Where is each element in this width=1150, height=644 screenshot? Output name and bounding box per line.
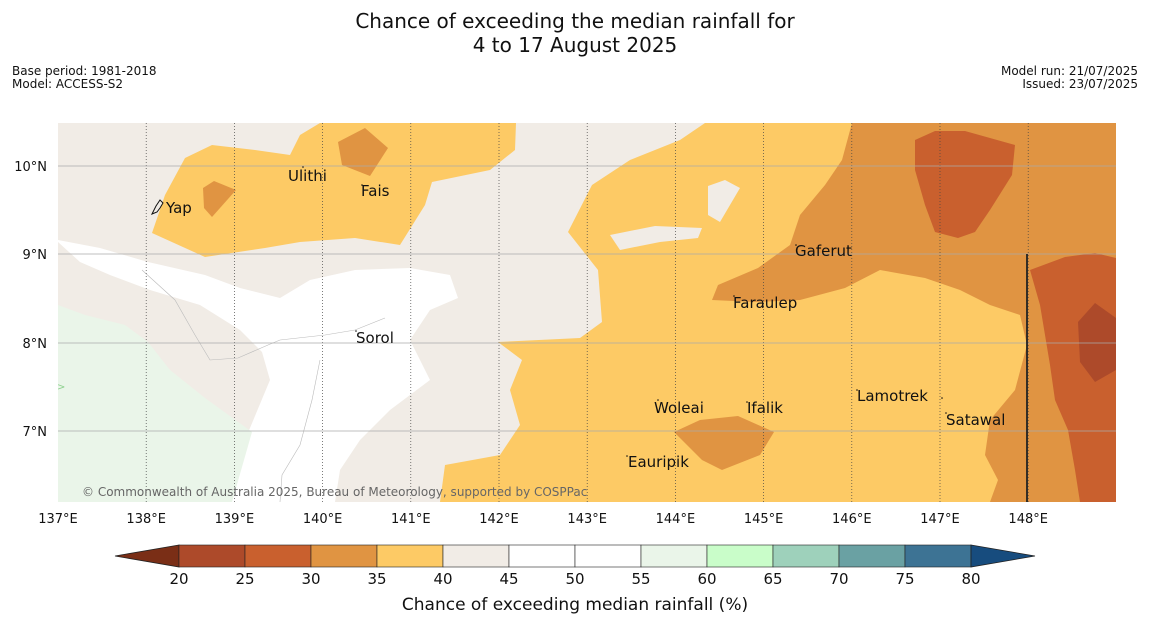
longitude-labels: 137°E 138°E 139°E 140°E 141°E 142°E 143°E 144°E… [38,512,1048,527]
colorbar-tick-label: 55 [631,570,650,588]
place-label-faraulep: Faraulep [733,294,797,312]
colorbar-extend-low [114,544,180,568]
colorbar-tick-label: 45 [499,570,518,588]
place-label-fais: Fais [361,182,390,200]
longitude-label: 139°E [215,512,255,527]
colorbar-tick-label: 60 [697,570,716,588]
map-title-line1: Chance of exceeding the median rainfall … [355,9,795,33]
colorbar-tick-label: 50 [565,570,584,588]
contour-40-45-patch-a [610,226,702,250]
colorbar-box [838,544,906,568]
colorbar-tick-label: 20 [169,570,188,588]
colorbar-tick-label: 30 [301,570,320,588]
latitude-label: 10°N [14,160,47,175]
colorbar-box [310,544,378,568]
contour-30-35-patch-a [338,128,388,176]
longitude-label: 140°E [303,512,343,527]
latitude-label: 8°N [23,337,48,352]
base-period-text: Base period: 1981-2018 [12,64,157,78]
colorbar-tick-label: 35 [367,570,386,588]
colorbar-box [178,544,246,568]
longitude-label: 137°E [38,512,78,527]
colorbar-box [904,544,972,568]
model-run-text: Model run: 21/07/2025 [1000,64,1138,78]
place-label-ulithi: Ulithi [288,167,327,185]
place-label-gaferut: Gaferut [795,242,852,260]
place-label-eauripik: Eauripik [628,453,689,471]
map-title-line2: 4 to 17 August 2025 [472,33,678,57]
longitude-label: 142°E [479,512,519,527]
longitude-label: 148°E [1008,512,1048,527]
colorbar-box [574,544,642,568]
colorbar-title: Chance of exceeding median rainfall (%) [402,595,748,615]
contour-25-30-north [915,131,1015,238]
map-gridlines [58,123,1116,502]
longitude-label: 138°E [126,512,166,527]
colorbar-tick-label: 80 [961,570,980,588]
longitude-label: 146°E [832,512,872,527]
model-text: Model: ACCESS-S2 [12,77,124,91]
longitude-label: 143°E [567,512,607,527]
latitude-label: 9°N [23,248,48,263]
place-label-woleai: Woleai [654,399,704,417]
colorbar: 20 25 30 35 40 45 50 55 60 65 70 75 80 [114,544,1036,588]
colorbar-tick-label: 65 [763,570,782,588]
place-labels: Yap Ulithi Fais Gaferut Faraulep Sorol L… [165,167,1005,471]
colorbar-box [706,544,774,568]
contour-30-35-patch-b [203,181,236,217]
colorbar-box [376,544,444,568]
place-label-satawal: Satawal [946,411,1005,429]
colorbar-tick-label: 25 [235,570,254,588]
contour-line-1 [141,269,386,361]
colorbar-tick-label: 70 [829,570,848,588]
colorbar-box [244,544,312,568]
map-plot-area: © Commonwealth of Australia 2025, Bureau… [57,123,1116,502]
green-arrow-marker: > [57,382,65,393]
place-label-lamotrek: Lamotrek [857,387,928,405]
colorbar-tick-label: 40 [433,570,452,588]
issued-text: Issued: 23/07/2025 [1022,77,1138,91]
meta-right: Model run: 21/07/2025 Issued: 23/07/2025 [1001,65,1138,91]
island-markers [302,166,947,457]
contour-55-60 [58,305,252,502]
colorbar-box [442,544,510,568]
contour-20-25-east [1078,303,1116,382]
yap-island-outline [150,199,164,215]
colorbar-box [772,544,840,568]
longitude-label: 147°E [920,512,960,527]
contour-30-35-east [712,123,1116,502]
latitude-labels: 10°N 9°N 8°N 7°N [14,160,47,440]
colorbar-box [640,544,708,568]
place-label-ifalik: Ifalik [747,399,783,417]
contour-30-35-patch-c [674,416,774,470]
longitude-label: 144°E [656,512,696,527]
contour-line-2 [279,359,321,502]
latitude-label: 7°N [23,425,48,440]
contour-45-55 [58,240,458,502]
colorbar-extend-high [970,544,1036,568]
place-label-sorol: Sorol [356,329,394,347]
longitude-label: 141°E [391,512,431,527]
contour-40-45-patch-b [708,180,740,222]
place-label-yap: Yap [165,199,192,217]
colorbar-box [508,544,576,568]
longitude-label: 145°E [744,512,784,527]
map-credit: © Commonwealth of Australia 2025, Bureau… [82,485,587,499]
meta-left: Base period: 1981-2018 Model: ACCESS-S2 [12,65,157,91]
colorbar-tick-label: 75 [895,570,914,588]
